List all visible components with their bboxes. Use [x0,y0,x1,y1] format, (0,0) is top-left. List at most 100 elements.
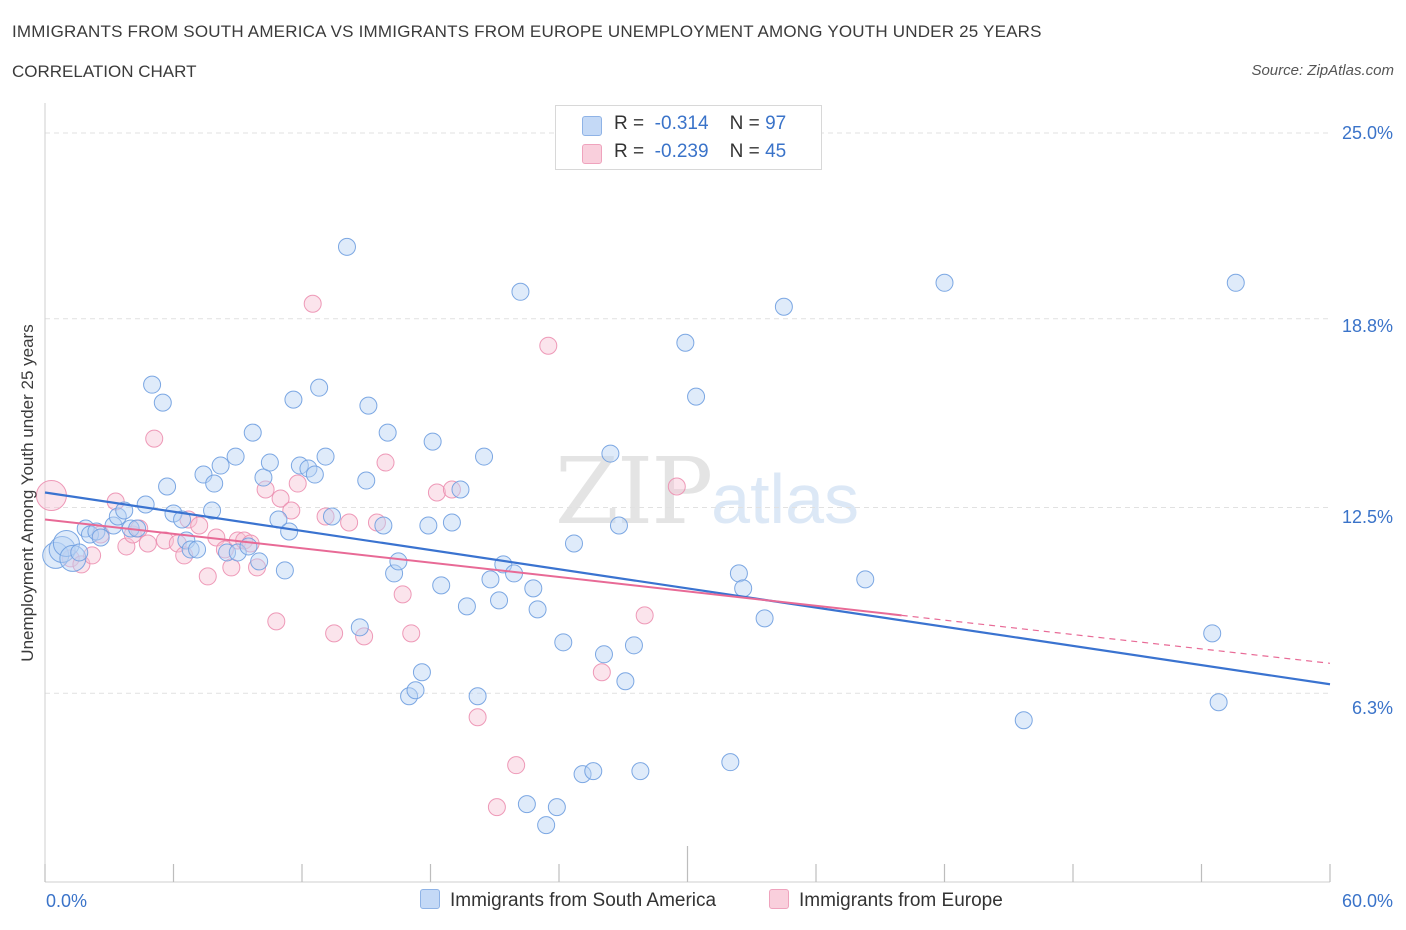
chart-source: Source: ZipAtlas.com [1251,62,1394,79]
south-america-point-96 [1226,273,1245,292]
europe-point-15 [190,516,209,535]
south-america-point-61 [457,597,476,616]
europe-point-45 [635,606,654,625]
europe-point-26 [271,489,290,508]
south-america-point-48 [359,396,378,415]
europe-point-10 [145,429,164,448]
south-america-point-72 [537,816,556,835]
south-america-points [42,237,1245,835]
legend-swatch-south-america [582,116,602,136]
south-america-point-37 [280,522,299,541]
europe-point-31 [325,624,344,643]
europe-point-29 [303,294,322,313]
south-america-point-94 [1203,624,1222,643]
legend-text-south-america: R = -0.314 N = 97 [614,113,787,134]
south-america-point-41 [305,465,324,484]
europe-point-37 [402,624,421,643]
europe-point-25 [267,612,286,631]
south-america-point-84 [676,333,695,352]
y-tick-label-18-8: 18.8% [1341,316,1393,336]
south-america-point-38 [284,390,303,409]
europe-point-46 [667,477,686,496]
europe-point-27 [282,501,301,520]
south-america-point-34 [260,453,279,472]
south-america-point-47 [357,471,376,490]
south-america-point-22 [188,540,207,559]
europe-point-42 [507,756,526,775]
europe-trend-line-extension [901,614,1331,664]
europe-point-9 [138,534,157,553]
europe-point-28 [288,474,307,493]
south-america-point-25 [205,474,224,493]
south-america-point-88 [734,579,753,598]
trend-lines [44,491,1331,686]
bottom-legend-swatch-south-america [420,889,440,909]
legend-text-europe: R = -0.239 N = 45 [614,141,787,162]
south-america-point-70 [524,579,543,598]
south-america-point-57 [423,432,442,451]
europe-point-38 [427,483,446,502]
south-america-point-75 [564,534,583,553]
south-america-point-24 [203,501,222,520]
bottom-legend-south-america: Immigrants from South America [420,889,716,912]
south-america-point-80 [609,516,628,535]
south-america-point-46 [350,618,369,637]
south-america-point-60 [451,480,470,499]
chart-subtitle: CORRELATION CHART [12,62,197,81]
south-america-point-62 [468,687,487,706]
south-america-point-56 [419,516,438,535]
x-tick-label-min: 0.0% [46,891,88,911]
south-america-point-14 [136,495,155,514]
bottom-legend-label-europe: Immigrants from Europe [799,890,1003,911]
south-america-point-17 [158,477,177,496]
south-america-point-21 [181,540,200,559]
south-america-point-28 [226,447,245,466]
watermark: ZIPatlas [555,438,859,545]
south-america-point-90 [774,297,793,316]
south-america-point-81 [616,672,635,691]
europe-trend-line [44,518,902,617]
bottom-legend-europe: Immigrants from Europe [769,889,1003,912]
south-america-point-32 [250,552,269,571]
europe-point-36 [393,585,412,604]
europe-point-44 [592,663,611,682]
south-america-point-59 [442,513,461,532]
axes [44,103,1331,883]
south-america-point-19 [173,510,192,529]
europe-point-43 [539,336,558,355]
watermark-zip: ZIP [555,438,713,545]
south-america-point-43 [316,447,335,466]
south-america-point-42 [310,378,329,397]
south-america-point-45 [337,237,356,256]
europe-point-19 [222,558,241,577]
south-america-point-8 [91,528,110,547]
europe-point-16 [198,567,217,586]
south-america-point-27 [218,543,237,562]
south-america-point-44 [322,507,341,526]
y-tick-label-25: 25.0% [1341,123,1393,143]
south-america-point-85 [687,387,706,406]
south-america-point-73 [547,798,566,817]
south-america-point-78 [594,645,613,664]
south-america-point-76 [573,765,592,784]
europe-point-24 [256,480,275,499]
x-tick-label-max: 60.0% [1341,891,1393,911]
south-america-point-68 [511,282,530,301]
south-america-point-11 [115,501,134,520]
south-america-point-83 [631,762,650,781]
south-america-point-91 [856,570,875,589]
south-america-point-86 [721,753,740,772]
europe-points [35,294,686,817]
south-america-point-55 [412,663,431,682]
europe-point-30 [316,507,335,526]
south-america-point-51 [385,564,404,583]
south-america-point-82 [624,636,643,655]
south-america-point-36 [275,561,294,580]
europe-point-40 [468,708,487,727]
south-america-point-58 [432,576,451,595]
south-america-point-52 [389,552,408,571]
south-america-point-30 [239,537,258,556]
watermark-atlas: atlas [711,460,860,538]
south-america-point-15 [143,375,162,394]
